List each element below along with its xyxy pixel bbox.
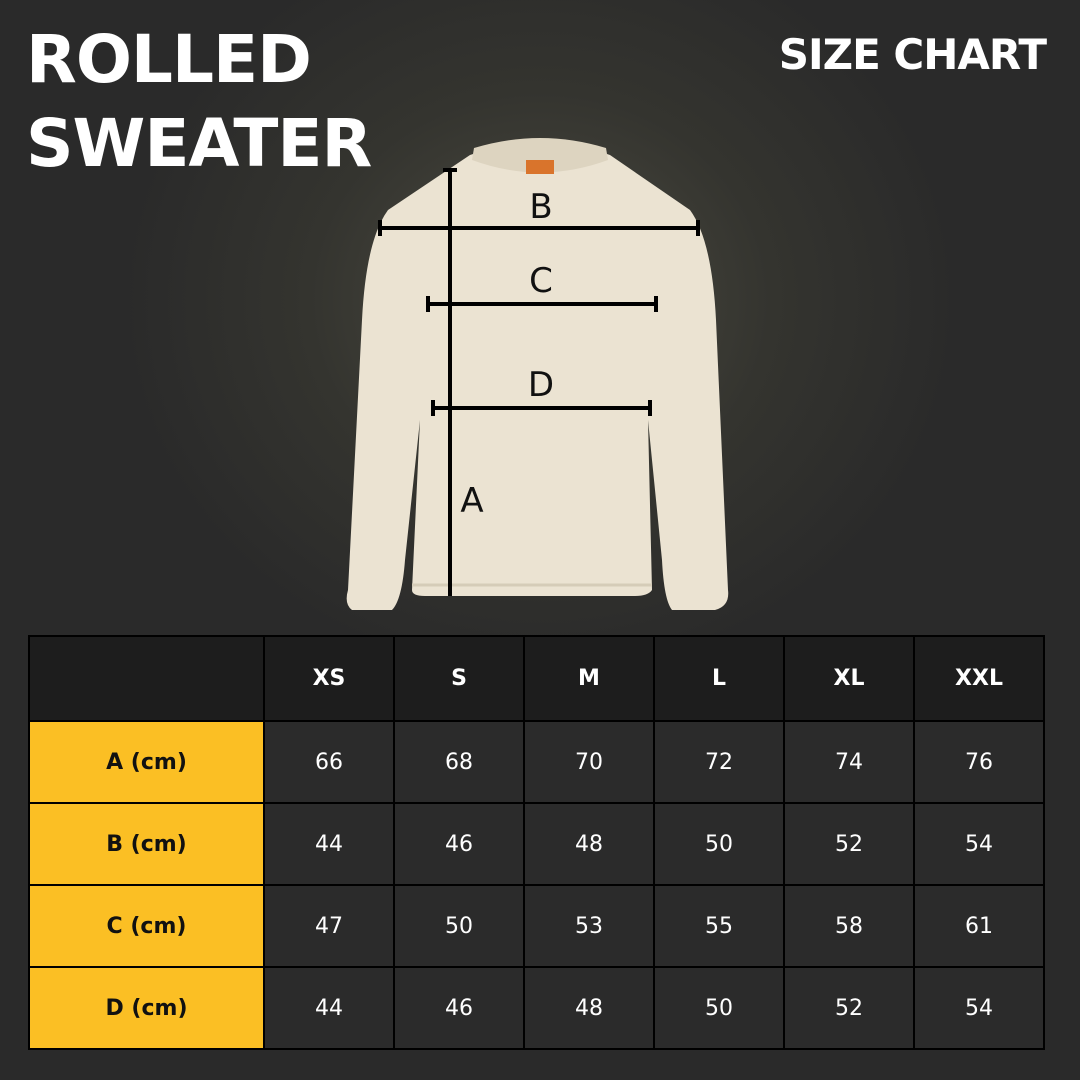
table-row: D (cm) 44 46 48 50 52 54 bbox=[28, 966, 1045, 1050]
label-d: D bbox=[528, 365, 554, 405]
measurement-lines bbox=[378, 168, 700, 596]
table-cell: 52 bbox=[783, 802, 915, 886]
header-xs: XS bbox=[263, 635, 395, 722]
table-cell: 55 bbox=[653, 884, 785, 968]
label-a: A bbox=[460, 481, 483, 521]
title-line-2: SWEATER bbox=[26, 105, 372, 182]
label-b: B bbox=[529, 187, 552, 227]
table-cell: 74 bbox=[783, 720, 915, 804]
table-row: B (cm) 44 46 48 50 52 54 bbox=[28, 802, 1045, 886]
table-cell: 47 bbox=[263, 884, 395, 968]
table-cell: 52 bbox=[783, 966, 915, 1050]
header-s: S bbox=[393, 635, 525, 722]
row-label: B (cm) bbox=[28, 802, 265, 886]
brand-tag bbox=[526, 160, 554, 174]
table-cell: 54 bbox=[913, 802, 1045, 886]
size-chart-heading: SIZE CHART bbox=[778, 30, 1047, 79]
header-l: L bbox=[653, 635, 785, 722]
title-line-1: ROLLED bbox=[26, 21, 312, 98]
header-m: M bbox=[523, 635, 655, 722]
table-cell: 48 bbox=[523, 966, 655, 1050]
header-corner bbox=[28, 635, 265, 722]
table-cell: 48 bbox=[523, 802, 655, 886]
size-table: XS S M L XL XXL A (cm) 66 68 70 72 74 76 B (cm)… bbox=[28, 635, 1045, 1050]
table-cell: 46 bbox=[393, 802, 525, 886]
table-row: A (cm) 66 68 70 72 74 76 bbox=[28, 720, 1045, 804]
table-cell: 70 bbox=[523, 720, 655, 804]
row-label: D (cm) bbox=[28, 966, 265, 1050]
table-cell: 61 bbox=[913, 884, 1045, 968]
table-cell: 53 bbox=[523, 884, 655, 968]
row-label: A (cm) bbox=[28, 720, 265, 804]
header-row: XS S M L XL XXL bbox=[28, 635, 1045, 722]
table-cell: 58 bbox=[783, 884, 915, 968]
row-label: C (cm) bbox=[28, 884, 265, 968]
table-cell: 50 bbox=[393, 884, 525, 968]
table-cell: 50 bbox=[653, 966, 785, 1050]
label-c: C bbox=[529, 261, 553, 301]
header-xxl: XXL bbox=[913, 635, 1045, 722]
sweater-image bbox=[346, 138, 729, 610]
table-cell: 44 bbox=[263, 966, 395, 1050]
table-cell: 68 bbox=[393, 720, 525, 804]
product-title: ROLLED SWEATER bbox=[26, 18, 372, 186]
header-xl: XL bbox=[783, 635, 915, 722]
table-cell: 66 bbox=[263, 720, 395, 804]
table-cell: 44 bbox=[263, 802, 395, 886]
table-row: C (cm) 47 50 53 55 58 61 bbox=[28, 884, 1045, 968]
table-cell: 72 bbox=[653, 720, 785, 804]
table-cell: 76 bbox=[913, 720, 1045, 804]
table-cell: 54 bbox=[913, 966, 1045, 1050]
table-cell: 46 bbox=[393, 966, 525, 1050]
sweater-measurement-diagram: A B C D bbox=[346, 138, 729, 610]
table-cell: 50 bbox=[653, 802, 785, 886]
